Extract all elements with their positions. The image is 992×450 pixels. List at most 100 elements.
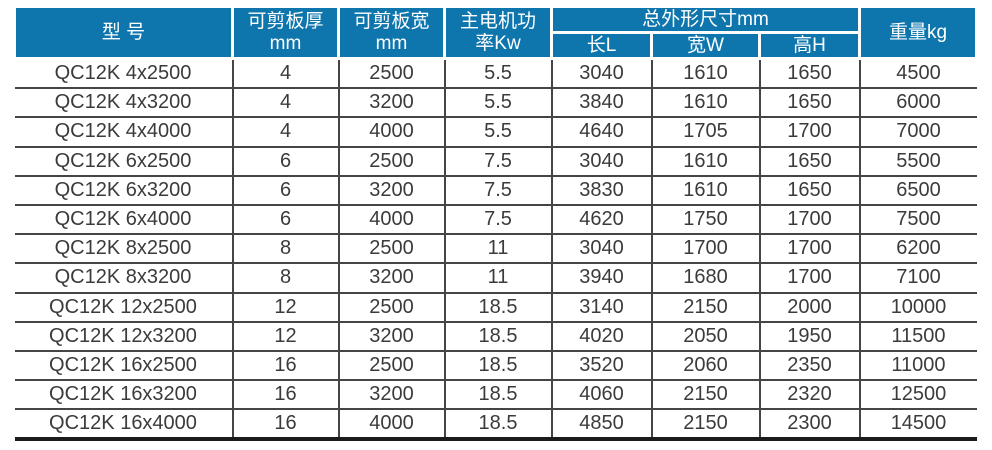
cell-power: 5.5 <box>443 87 553 119</box>
cell-width-w: 2150 <box>650 408 761 442</box>
cell-plate-width: 2500 <box>337 291 446 323</box>
cell-model: QC12K 6x4000 <box>14 203 234 236</box>
cell-power: 18.5 <box>443 379 553 411</box>
cell-power: 7.5 <box>443 174 553 206</box>
cell-thickness: 8 <box>231 233 340 265</box>
cell-plate-width: 4000 <box>337 408 446 442</box>
cell-length-l: 4020 <box>550 320 653 352</box>
cell-width-w: 1610 <box>650 145 761 177</box>
cell-height-h: 1700 <box>758 203 861 236</box>
cell-weight: 11500 <box>858 320 977 352</box>
spec-table: 型 号 可剪板厚 mm 可剪板宽 mm 主电机功 率Kw 总外形尺寸mm 重量k… <box>13 5 978 442</box>
cell-weight: 4500 <box>858 58 977 90</box>
table-row: QC12K 6x2500 6 2500 7.5 3040 1610 1650 5500 <box>14 145 977 177</box>
cell-height-h: 1700 <box>758 262 861 294</box>
table-row: QC12K 4x3200 4 3200 5.5 3840 1610 1650 6000 <box>14 87 977 119</box>
cell-length-l: 3840 <box>550 87 653 119</box>
cell-model: QC12K 8x3200 <box>14 262 234 294</box>
table-row: QC12K 6x3200 6 3200 7.5 3830 1610 1650 6500 <box>14 174 977 206</box>
header-plate-width: 可剪板宽 mm <box>337 5 446 60</box>
cell-model: QC12K 4x3200 <box>14 87 234 119</box>
cell-model: QC12K 6x2500 <box>14 145 234 177</box>
cell-thickness: 6 <box>231 145 340 177</box>
cell-power: 5.5 <box>443 116 553 148</box>
cell-width-w: 1610 <box>650 58 761 90</box>
table-row: QC12K 16x2500 16 2500 18.5 3520 2060 2350 11000 <box>14 349 977 382</box>
cell-plate-width: 2500 <box>337 233 446 265</box>
cell-width-w: 1750 <box>650 203 761 236</box>
cell-model: QC12K 8x2500 <box>14 233 234 265</box>
cell-thickness: 6 <box>231 174 340 206</box>
table-row: QC12K 12x2500 12 2500 18.5 3140 2150 2000 10000 <box>14 291 977 323</box>
cell-weight: 5500 <box>858 145 977 177</box>
cell-power: 7.5 <box>443 145 553 177</box>
cell-model: QC12K 16x2500 <box>14 349 234 382</box>
cell-thickness: 6 <box>231 203 340 236</box>
cell-length-l: 4620 <box>550 203 653 236</box>
cell-width-w: 2150 <box>650 379 761 411</box>
table-row: QC12K 4x2500 4 2500 5.5 3040 1610 1650 4500 <box>14 58 977 90</box>
cell-power: 18.5 <box>443 408 553 442</box>
cell-width-w: 1610 <box>650 87 761 119</box>
cell-length-l: 3140 <box>550 291 653 323</box>
cell-thickness: 12 <box>231 320 340 352</box>
header-model: 型 号 <box>13 5 234 60</box>
cell-plate-width: 3200 <box>337 87 446 119</box>
table-row: QC12K 16x3200 16 3200 18.5 4060 2150 2320 12500 <box>14 379 977 411</box>
cell-length-l: 4640 <box>550 116 653 148</box>
spec-table-header: 型 号 可剪板厚 mm 可剪板宽 mm 主电机功 率Kw 总外形尺寸mm 重量k… <box>13 5 978 60</box>
cell-height-h: 1650 <box>758 174 861 206</box>
cell-model: QC12K 4x2500 <box>14 58 234 90</box>
cell-plate-width: 2500 <box>337 349 446 382</box>
cell-height-h: 1700 <box>758 116 861 148</box>
header-thickness: 可剪板厚 mm <box>231 5 340 60</box>
cell-weight: 10000 <box>858 291 977 323</box>
cell-weight: 14500 <box>858 408 977 442</box>
cell-width-w: 1700 <box>650 233 761 265</box>
cell-width-w: 1705 <box>650 116 761 148</box>
table-row: QC12K 12x3200 12 3200 18.5 4020 2050 1950 11500 <box>14 320 977 352</box>
header-dim-length: 长L <box>550 31 653 60</box>
cell-plate-width: 4000 <box>337 116 446 148</box>
cell-power: 18.5 <box>443 291 553 323</box>
table-row: QC12K 8x2500 8 2500 11 3040 1700 1700 6200 <box>14 233 977 265</box>
cell-plate-width: 3200 <box>337 174 446 206</box>
cell-length-l: 3040 <box>550 145 653 177</box>
cell-height-h: 2000 <box>758 291 861 323</box>
table-row: QC12K 16x4000 16 4000 18.5 4850 2150 2300 14500 <box>14 408 977 442</box>
table-row: QC12K 8x3200 8 3200 11 3940 1680 1700 7100 <box>14 262 977 294</box>
cell-weight: 7100 <box>858 262 977 294</box>
cell-height-h: 2350 <box>758 349 861 382</box>
cell-power: 18.5 <box>443 320 553 352</box>
cell-height-h: 2300 <box>758 408 861 442</box>
cell-power: 11 <box>443 233 553 265</box>
cell-plate-width: 4000 <box>337 203 446 236</box>
cell-power: 11 <box>443 262 553 294</box>
table-row: QC12K 4x4000 4 4000 5.5 4640 1705 1700 7000 <box>14 116 977 148</box>
cell-thickness: 8 <box>231 262 340 294</box>
cell-width-w: 1680 <box>650 262 761 294</box>
cell-model: QC12K 16x3200 <box>14 379 234 411</box>
cell-thickness: 4 <box>231 58 340 90</box>
cell-model: QC12K 16x4000 <box>14 408 234 442</box>
cell-width-w: 1610 <box>650 174 761 206</box>
header-row-top: 型 号 可剪板厚 mm 可剪板宽 mm 主电机功 率Kw 总外形尺寸mm 重量k… <box>13 5 978 60</box>
cell-thickness: 16 <box>231 349 340 382</box>
cell-length-l: 3040 <box>550 58 653 90</box>
cell-width-w: 2060 <box>650 349 761 382</box>
cell-thickness: 16 <box>231 379 340 411</box>
header-power: 主电机功 率Kw <box>443 5 553 60</box>
cell-height-h: 1700 <box>758 233 861 265</box>
cell-model: QC12K 12x3200 <box>14 320 234 352</box>
cell-weight: 6200 <box>858 233 977 265</box>
header-dimensions-group: 总外形尺寸mm <box>550 5 861 34</box>
cell-length-l: 3040 <box>550 233 653 265</box>
cell-thickness: 12 <box>231 291 340 323</box>
header-weight: 重量kg <box>858 5 978 60</box>
cell-weight: 7000 <box>858 116 977 148</box>
cell-power: 18.5 <box>443 349 553 382</box>
cell-length-l: 4060 <box>550 379 653 411</box>
cell-length-l: 3830 <box>550 174 653 206</box>
cell-model: QC12K 12x2500 <box>14 291 234 323</box>
